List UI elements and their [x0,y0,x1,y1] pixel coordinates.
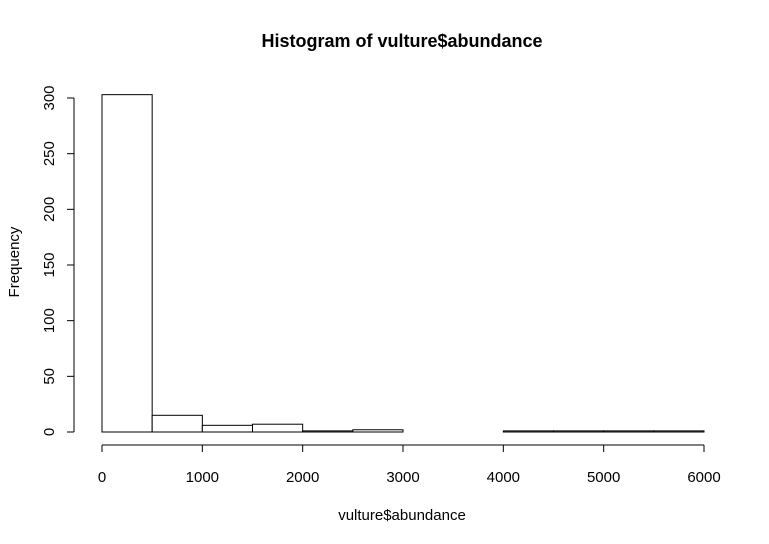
y-tick-label: 300 [41,85,58,110]
histogram-bar-0 [101,94,153,433]
chart-title: Histogram of vulture$abundance [261,31,542,51]
histogram-bars [101,94,705,433]
x-tick-label: 0 [98,469,106,486]
histogram-bar-4 [302,430,354,433]
histogram-bar-2 [201,424,253,433]
x-tick-label: 6000 [687,469,720,486]
x-tick-label: 2000 [286,469,319,486]
histogram-bar-9 [553,430,605,433]
histogram-bar-11 [653,430,705,433]
y-tick-label: 100 [41,308,58,333]
histogram-bar-3 [252,423,304,433]
y-tick-label: 150 [41,252,58,277]
histogram-bar-8 [502,430,555,433]
y-axis: 0 50 100 150 200 250 300 [41,85,75,436]
x-tick-label: 5000 [587,469,620,486]
y-tick-label: 0 [41,428,58,436]
y-tick-label: 250 [41,141,58,166]
histogram-bar-1 [151,414,203,433]
y-axis-label: Frequency [6,226,23,297]
histogram-bar-10 [603,430,655,433]
histogram-bar-5 [352,429,404,433]
x-tick-label: 1000 [186,469,219,486]
y-tick-label: 50 [41,368,58,385]
x-tick-label: 3000 [386,469,419,486]
x-axis: 0 1000 2000 3000 4000 5000 6000 [98,444,721,486]
y-tick-label: 200 [41,197,58,222]
x-tick-label: 4000 [487,469,520,486]
x-axis-label: vulture$abundance [338,507,466,524]
